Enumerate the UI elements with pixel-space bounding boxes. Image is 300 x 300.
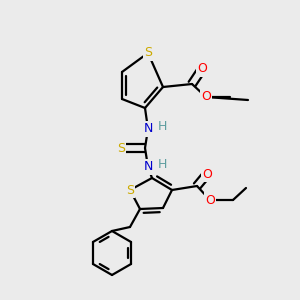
Text: O: O — [202, 167, 212, 181]
Text: O: O — [201, 91, 211, 103]
Text: O: O — [205, 194, 215, 206]
Text: S: S — [144, 46, 152, 59]
Text: S: S — [126, 184, 134, 196]
Text: H: H — [157, 121, 167, 134]
Text: O: O — [197, 62, 207, 76]
Text: S: S — [117, 142, 125, 154]
Text: H: H — [157, 158, 167, 172]
Text: N: N — [143, 160, 153, 173]
Text: N: N — [143, 122, 153, 136]
